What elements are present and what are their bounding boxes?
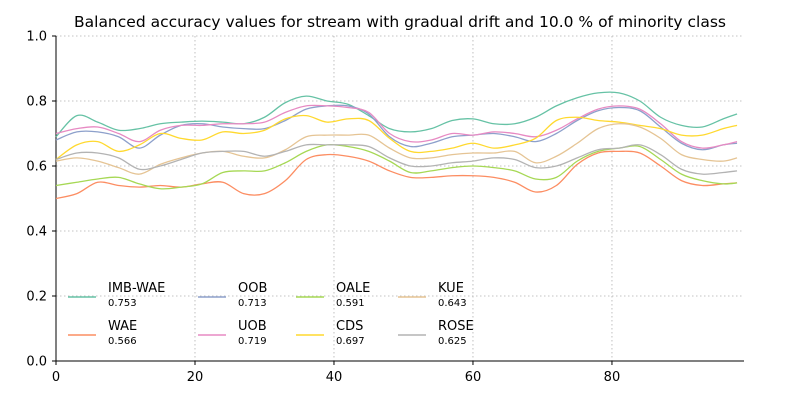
legend-item-wae: WAE 0.566 <box>68 319 137 347</box>
legend-label: IMB-WAE <box>108 281 165 296</box>
x-tick-label: 0 <box>52 370 60 385</box>
legend-score: 0.697 <box>336 336 365 347</box>
series-line-uob <box>55 104 738 149</box>
x-tick-label: 80 <box>604 370 621 385</box>
y-tick-label: 0.4 <box>26 225 47 240</box>
legend-label: ROSE <box>438 319 474 334</box>
legend-score: 0.625 <box>438 336 467 347</box>
legend-item-rose: ROSE 0.625 <box>398 319 474 347</box>
legend-label: UOB <box>238 319 267 334</box>
legend-item-kue: KUE 0.643 <box>398 281 467 309</box>
y-tick-label: 0.0 <box>26 355 47 370</box>
x-tick-label: 60 <box>465 370 482 385</box>
grid <box>56 35 744 361</box>
legend-label: WAE <box>108 319 137 334</box>
legend-item-uob: UOB 0.719 <box>198 319 267 347</box>
legend-label: OOB <box>238 281 267 296</box>
axes: 0 20 40 60 80 0.0 0.2 0.4 0.6 0.8 1.0 <box>26 30 744 385</box>
legend-item-cds: CDS 0.697 <box>296 319 365 347</box>
y-tick-label: 0.6 <box>26 160 47 175</box>
chart-title: Balanced accuracy values for stream with… <box>74 13 726 31</box>
series-line-kue <box>55 123 738 175</box>
series-line-rose <box>55 143 738 175</box>
series-lines <box>55 91 738 200</box>
legend-score: 0.643 <box>438 298 467 309</box>
legend-label: KUE <box>438 281 464 296</box>
legend-item-oale: OALE 0.591 <box>296 281 370 309</box>
y-tick-label: 0.8 <box>26 95 47 110</box>
x-tick-label: 40 <box>326 370 343 385</box>
legend-score: 0.719 <box>238 336 267 347</box>
legend-item-imb-wae: IMB-WAE 0.753 <box>68 281 165 309</box>
legend-label: OALE <box>336 281 370 296</box>
series-line-oob <box>55 104 738 151</box>
legend-item-oob: OOB 0.713 <box>198 281 267 309</box>
series-line-wae <box>55 150 738 200</box>
y-tick-label: 1.0 <box>26 30 47 45</box>
legend-score: 0.713 <box>238 298 267 309</box>
series-line-cds <box>55 114 738 161</box>
legend-score: 0.753 <box>108 298 137 309</box>
legend-score: 0.566 <box>108 336 137 347</box>
series-line-imb-wae <box>55 91 738 138</box>
legend-score: 0.591 <box>336 298 365 309</box>
y-tick-label: 0.2 <box>26 290 47 305</box>
legend-label: CDS <box>336 319 363 334</box>
x-tick-label: 20 <box>187 370 204 385</box>
legend: IMB-WAE 0.753 WAE 0.566 OOB 0.713 UOB 0.719 OALE… <box>68 281 474 347</box>
